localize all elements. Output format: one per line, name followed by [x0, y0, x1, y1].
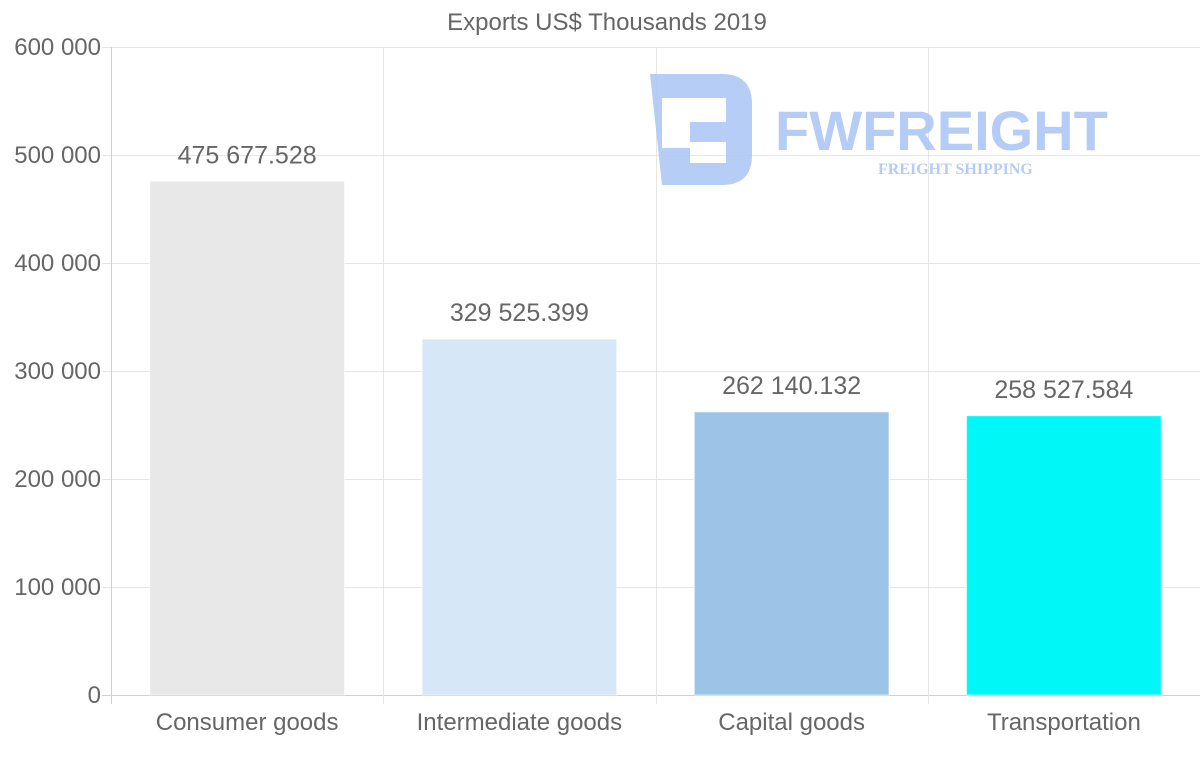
fwfreight-logo-icon — [650, 74, 752, 185]
bars — [149, 180, 1162, 696]
data-label: 258 527.584 — [994, 376, 1133, 404]
watermark-tagline: FREIGHT SHIPPING — [878, 161, 1033, 178]
y-tick-label: 500 000 — [14, 142, 101, 169]
data-label: 262 140.132 — [722, 372, 861, 400]
y-tick-label: 300 000 — [14, 358, 101, 385]
y-tick-label: 100 000 — [14, 574, 101, 601]
bar-transportation[interactable] — [966, 415, 1162, 696]
bar-consumer-goods[interactable] — [149, 180, 345, 696]
fwfreight-logo-watermark: FWFREIGHT FREIGHT SHIPPING — [650, 74, 1108, 185]
x-tick-label: Transportation — [987, 709, 1141, 736]
y-tick-label: 400 000 — [14, 250, 101, 277]
x-axis-ticks: Consumer goods Intermediate goods Capital … — [156, 709, 1141, 736]
data-label: 475 677.528 — [178, 141, 317, 169]
y-axis-ticks: 0 100 000 200 000 300 000 400 000 500 000 600 … — [14, 34, 101, 709]
x-tick-label: Intermediate goods — [417, 709, 622, 736]
y-tick-label: 0 — [88, 682, 101, 709]
x-tick-label: Consumer goods — [156, 709, 339, 736]
bar-intermediate-goods[interactable] — [421, 338, 618, 696]
chart-title: Exports US$ Thousands 2019 — [447, 9, 767, 36]
y-tick-label: 600 000 — [14, 34, 101, 61]
x-tick-label: Capital goods — [718, 709, 865, 736]
bar-capital-goods[interactable] — [693, 411, 890, 696]
y-tick-label: 200 000 — [14, 466, 101, 493]
watermark-brand: FWFREIGHT — [775, 99, 1108, 162]
data-label: 329 525.399 — [450, 299, 589, 327]
data-labels: 475 677.528 329 525.399 262 140.132 258 527… — [178, 141, 1134, 404]
